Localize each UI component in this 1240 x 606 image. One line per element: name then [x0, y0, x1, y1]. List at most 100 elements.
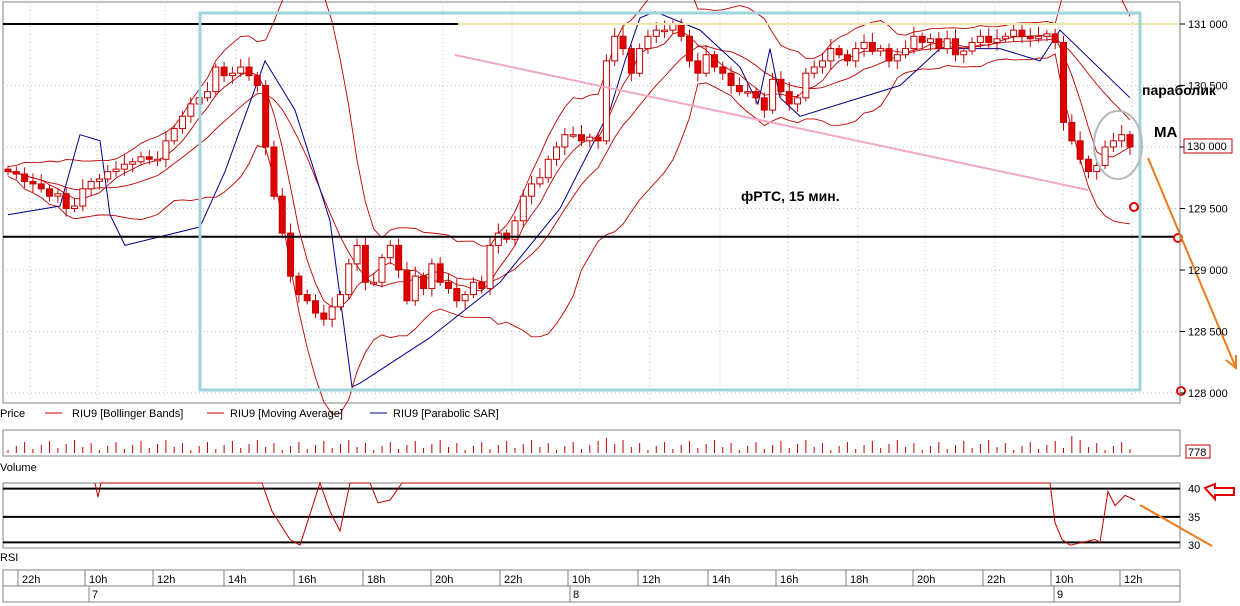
candle — [885, 43, 893, 68]
sar-line — [7, 11, 1131, 388]
candle — [727, 66, 735, 94]
candle-body — [312, 300, 320, 314]
last-price-box — [1183, 138, 1233, 154]
candle — [336, 290, 344, 311]
candle-body — [54, 193, 62, 197]
candle — [852, 41, 860, 68]
volume-value-box — [1185, 444, 1211, 459]
candle-body — [893, 54, 901, 62]
candle — [395, 238, 403, 279]
candles — [4, 18, 1134, 328]
candle-body — [187, 103, 195, 117]
annotation-ma: МА — [1154, 124, 1177, 141]
candle — [469, 277, 477, 299]
candle — [735, 77, 743, 96]
candle — [444, 274, 452, 294]
candle — [577, 125, 585, 147]
candle — [203, 82, 211, 102]
candle-body — [1101, 146, 1109, 166]
candle-body — [694, 60, 702, 74]
low-target-circle — [1176, 386, 1186, 396]
candle — [137, 151, 145, 166]
bollinger-lower — [7, 53, 1131, 415]
candle-body — [361, 244, 369, 283]
candle-body — [112, 168, 120, 173]
candle — [569, 126, 577, 139]
rsi-tick-label: 40 — [1188, 484, 1200, 496]
time-tick-label: 22h — [504, 574, 522, 586]
candle-body — [553, 146, 561, 160]
volume-bars — [7, 436, 1131, 453]
candle — [594, 131, 602, 149]
candle — [303, 289, 311, 305]
candle-body — [910, 35, 918, 50]
candle-body — [868, 41, 876, 52]
candle — [187, 97, 195, 123]
candle-body — [4, 168, 12, 173]
rsi-axis: 40 35 30 — [1188, 484, 1200, 553]
candle-body — [951, 38, 959, 56]
candle — [436, 257, 444, 286]
candle — [860, 34, 868, 57]
price-tick-label: 129 500 — [1188, 204, 1228, 216]
candle-body — [602, 60, 610, 142]
volume-value: 778 — [1188, 447, 1206, 459]
candle-body — [885, 48, 893, 62]
day-label: 8 — [573, 589, 579, 601]
candle-body — [179, 115, 187, 130]
candle — [70, 197, 78, 213]
candle-body — [802, 72, 810, 99]
volume-panel — [2, 429, 1181, 457]
rsi-tick-label: 35 — [1188, 512, 1200, 524]
candle-body — [577, 134, 585, 142]
candle — [519, 189, 527, 228]
rsi-label: RSI — [0, 552, 18, 564]
candle-body — [395, 244, 403, 271]
candle-body — [619, 35, 627, 50]
candle — [835, 44, 843, 59]
highlight-circle — [1093, 110, 1143, 180]
candle — [112, 161, 120, 177]
rsi-line — [3, 481, 1235, 547]
candle — [1051, 28, 1059, 50]
candle — [702, 45, 710, 77]
candle — [644, 29, 652, 54]
candle — [237, 58, 245, 77]
candle-body — [752, 91, 760, 99]
candle — [378, 254, 386, 288]
candle-body — [536, 177, 544, 185]
candle-body — [727, 72, 735, 86]
candle — [710, 51, 718, 73]
candle-body — [469, 281, 477, 296]
candle-body — [719, 66, 727, 74]
time-tick-label: 18h — [850, 574, 868, 586]
candle — [494, 223, 502, 254]
candle-body — [519, 195, 527, 222]
time-tick-label: 14h — [712, 574, 730, 586]
candle — [287, 223, 295, 283]
candle-body — [154, 158, 162, 162]
candle-body — [769, 78, 777, 111]
candle — [1018, 23, 1026, 43]
candle-body — [644, 35, 652, 50]
candle — [528, 175, 536, 205]
candle-body — [677, 23, 685, 37]
price-tick-label: 130 500 — [1188, 81, 1228, 93]
candle — [228, 66, 236, 84]
candle — [843, 49, 851, 67]
candle-body — [760, 97, 768, 111]
candle — [619, 26, 627, 56]
candle-body — [104, 171, 112, 180]
candle — [179, 111, 187, 134]
candle — [461, 290, 469, 309]
candle-body — [686, 35, 694, 62]
candle — [544, 155, 552, 183]
candle-body — [528, 183, 536, 197]
candle — [1109, 132, 1117, 153]
candle — [37, 174, 45, 193]
candle — [636, 43, 644, 77]
candle-body — [303, 294, 311, 302]
parabolic-sar — [7, 11, 1131, 388]
time-tick-label: 10h — [89, 574, 107, 586]
